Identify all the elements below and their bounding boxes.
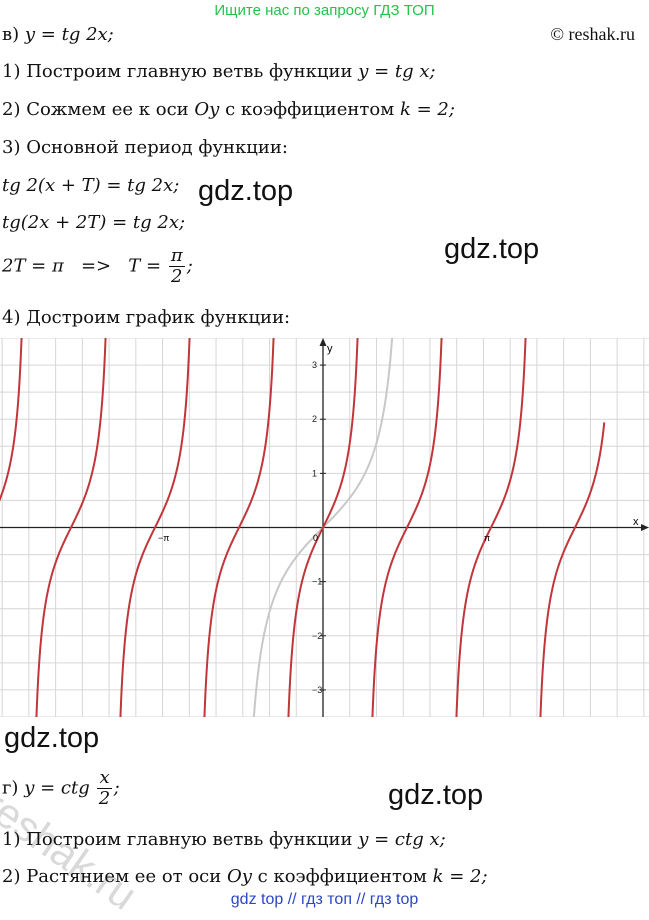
gdz-watermark: gdz.top [388,779,484,811]
eq3-end: ; [186,255,193,277]
part-v-heading: в) y = tg 2x; [2,24,114,45]
x-axis-label: x [633,516,639,528]
y-axis-arrow-icon [319,338,327,346]
part-g-denominator: 2 [98,788,111,809]
g-step2-axis: Oy [227,866,252,887]
y-axis-label: y [327,343,333,355]
tangent-graph: −3 −2 −1 1 2 3 x y 0 −π π [0,338,649,717]
part-v-formula: y = tg 2x; [24,24,114,45]
tan-2x-branch [119,338,191,717]
tan-2x-branch [35,338,107,717]
tan-2x-branch [203,338,275,717]
g-step1-text: 1) Построим главную ветвь функции [2,829,353,850]
step2-formula: k = 2; [399,99,455,120]
part-g-step2: 2) Растянием ее от оси Oy с коэффициенто… [2,866,488,887]
eq3-numerator: π [168,245,185,267]
equation-1: tg 2(x + T) = tg 2x; [2,175,180,196]
g-step2-text: 2) Растянием ее от оси [2,866,222,887]
tan-2x-branch [287,338,359,717]
y-tick-label: 1 [312,468,317,478]
tan-2x-branch [0,338,23,502]
y-tick-label: −2 [312,631,322,641]
y-tick-label: 2 [312,414,317,424]
part-g-step1: 1) Построим главную ветвь функции y = ct… [2,829,446,850]
eq3-denominator: 2 [171,266,183,287]
part-g-label: г) [2,777,19,799]
eq3-fraction: π 2 [168,245,185,287]
part-g-formula-end: ; [113,777,120,799]
step2-mid: с коэффициентом [225,99,395,120]
neg-pi-label: −π [158,533,169,543]
x-axis-arrow-icon [641,524,649,531]
tan-2x-branch [455,338,527,717]
site-credit: © reshak.ru [550,24,635,44]
tan-2x-branch [371,338,443,717]
part-g-formula-left: y = ctg [24,777,90,799]
part-v-step2: 2) Сожмем ее к оси Oy с коэффициентом k … [2,99,455,120]
part-v-label: в) [2,24,20,45]
equation-2: tg(2x + 2T) = tg 2x; [2,212,186,233]
eq3-left: 2T = π => T = [2,255,162,277]
axes [0,338,649,717]
y-tick-label: −1 [312,577,322,587]
part-g-fraction: x 2 [97,767,112,809]
ticks: −3 −2 −1 1 2 3 [312,360,326,695]
equation-3: 2T = π => T = π 2 ; [2,246,193,287]
part-v-step4: 4) Достроим график функции: [2,307,291,328]
pi-label: π [484,533,490,543]
gdz-watermark: gdz.top [444,233,540,265]
g-step2-formula: k = 2; [432,866,488,887]
y-tick-label: 3 [312,360,317,370]
gdz-watermark: gdz.top [198,175,294,207]
g-step2-mid: с коэффициентом [257,866,427,887]
part-g-heading: г) y = ctg x 2 ; [2,768,120,809]
g-step1-formula: y = ctg x; [358,829,446,850]
footer-links: gdz top // гдз топ // гдз top [230,891,419,908]
part-v-step3: 3) Основной период функции: [2,137,288,158]
part-g-numerator: x [97,767,112,789]
step2-axis: Oy [194,99,220,120]
top-banner: Ищите нас по запросу ГДЗ ТОП [214,2,435,19]
part-v-step1: 1) Построим главную ветвь функции y = tg… [2,61,436,82]
step1-text: 1) Построим главную ветвь функции [2,61,353,82]
origin-label: 0 [313,533,318,543]
curves [0,338,606,717]
step1-formula: y = tg x; [358,61,436,82]
y-tick-label: −3 [312,685,322,695]
tan-2x-branch [539,422,606,717]
gdz-watermark: gdz.top [4,722,100,754]
step2-text: 2) Сожмем ее к оси [2,99,189,120]
